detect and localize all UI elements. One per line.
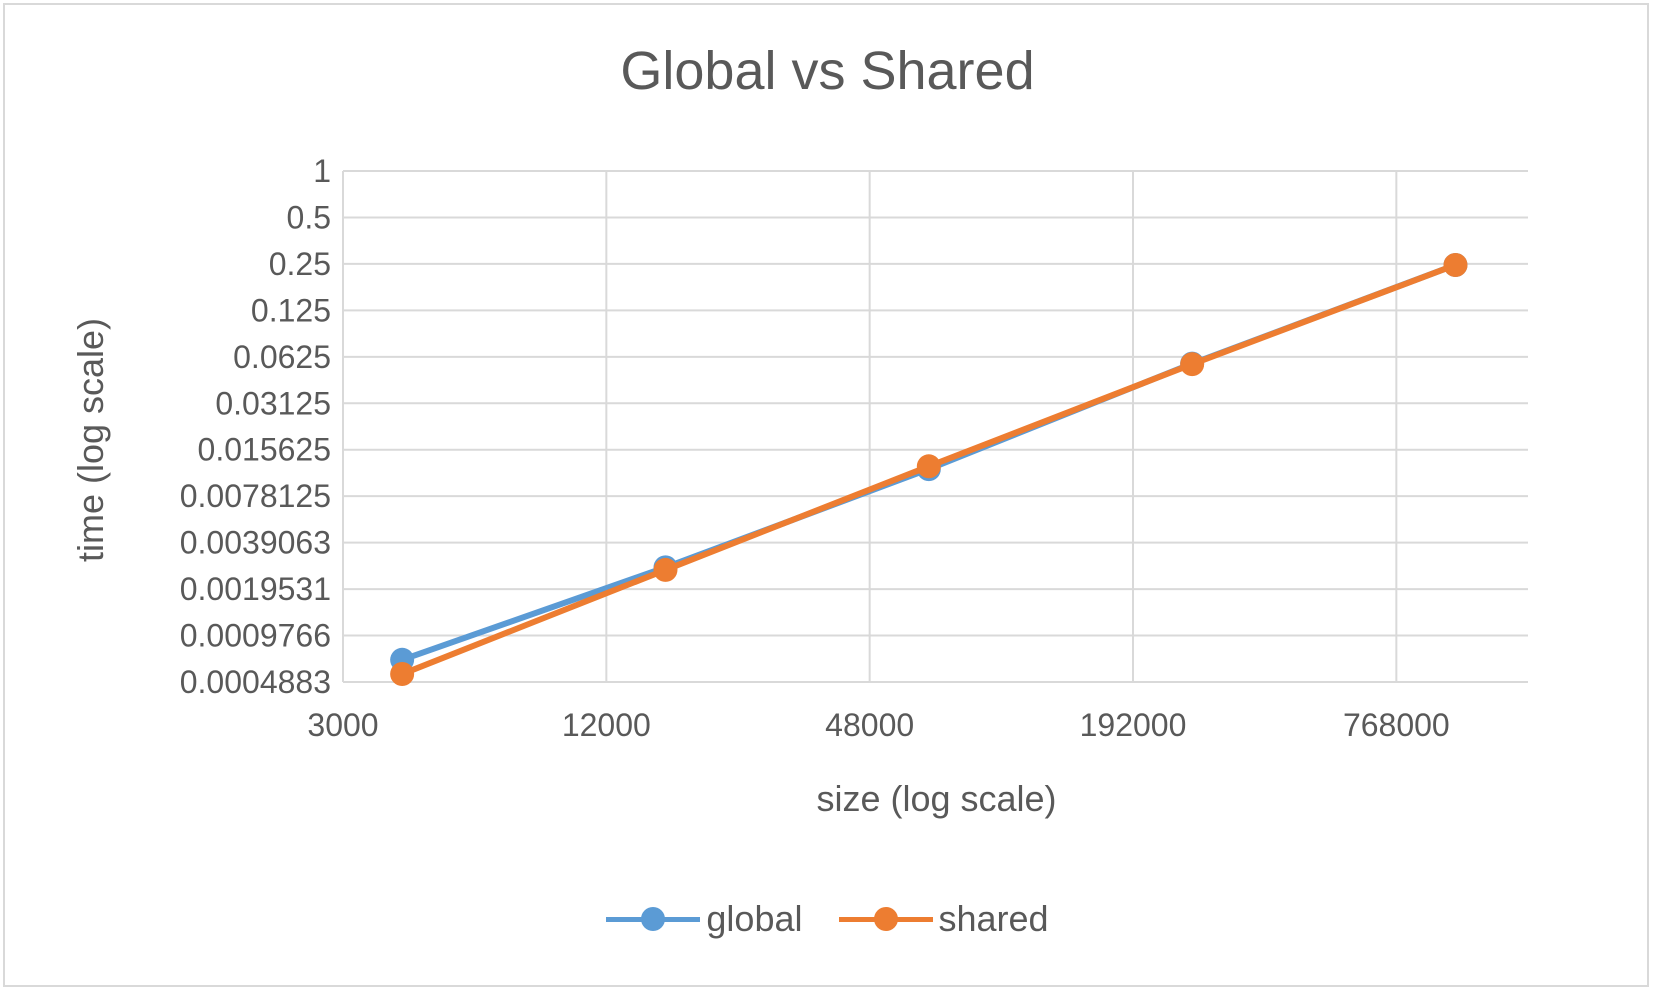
x-tick-label: 12000 xyxy=(562,707,651,743)
data-point-shared[interactable] xyxy=(390,662,415,687)
chart-frame xyxy=(3,3,1649,987)
x-tick-label: 3000 xyxy=(307,707,378,743)
legend-item-global[interactable]: global xyxy=(606,898,803,940)
x-tick-labels: 3000 12000 48000 192000 768000 xyxy=(307,707,1449,743)
y-tick-label: 0.0004883 xyxy=(180,664,331,700)
y-tick-label: 0.5 xyxy=(287,199,331,235)
y-tick-label: 1 xyxy=(313,153,331,189)
data-point-shared[interactable] xyxy=(1443,252,1468,277)
y-tick-label: 0.0019531 xyxy=(180,571,331,607)
y-tick-labels: 1 0.5 0.25 0.125 0.0625 0.03125 0.015625 0.0078… xyxy=(180,153,331,700)
y-tick-label: 0.0078125 xyxy=(180,478,331,514)
y-axis-title: time (log scale) xyxy=(70,317,111,563)
series-layer xyxy=(390,252,1468,687)
legend-item-shared[interactable]: shared xyxy=(838,898,1049,940)
data-point-shared[interactable] xyxy=(653,557,678,582)
legend-swatch-shared xyxy=(838,904,933,934)
legend-label-global: global xyxy=(706,898,803,939)
y-tick-label: 0.0009766 xyxy=(180,618,331,654)
legend-label-shared: shared xyxy=(938,898,1049,939)
y-tick-label: 0.015625 xyxy=(198,432,331,468)
x-axis-title: size (log scale) xyxy=(816,778,1057,819)
horizontal-gridlines xyxy=(343,170,1528,683)
x-tick-label: 192000 xyxy=(1080,707,1187,743)
y-tick-label: 0.0039063 xyxy=(180,525,331,561)
legend: global shared xyxy=(0,898,1655,940)
x-tick-label: 48000 xyxy=(825,707,914,743)
y-tick-label: 0.125 xyxy=(251,292,331,328)
y-tick-label: 0.0625 xyxy=(233,339,331,375)
x-tick-label: 768000 xyxy=(1343,707,1450,743)
y-tick-label: 0.03125 xyxy=(215,385,331,421)
data-point-shared[interactable] xyxy=(1180,352,1205,377)
data-point-shared[interactable] xyxy=(916,454,941,479)
vertical-gridlines xyxy=(342,171,1398,682)
y-tick-label: 0.25 xyxy=(269,246,331,282)
chart-title: Global vs Shared xyxy=(620,41,1035,101)
legend-swatch-global xyxy=(606,904,701,934)
